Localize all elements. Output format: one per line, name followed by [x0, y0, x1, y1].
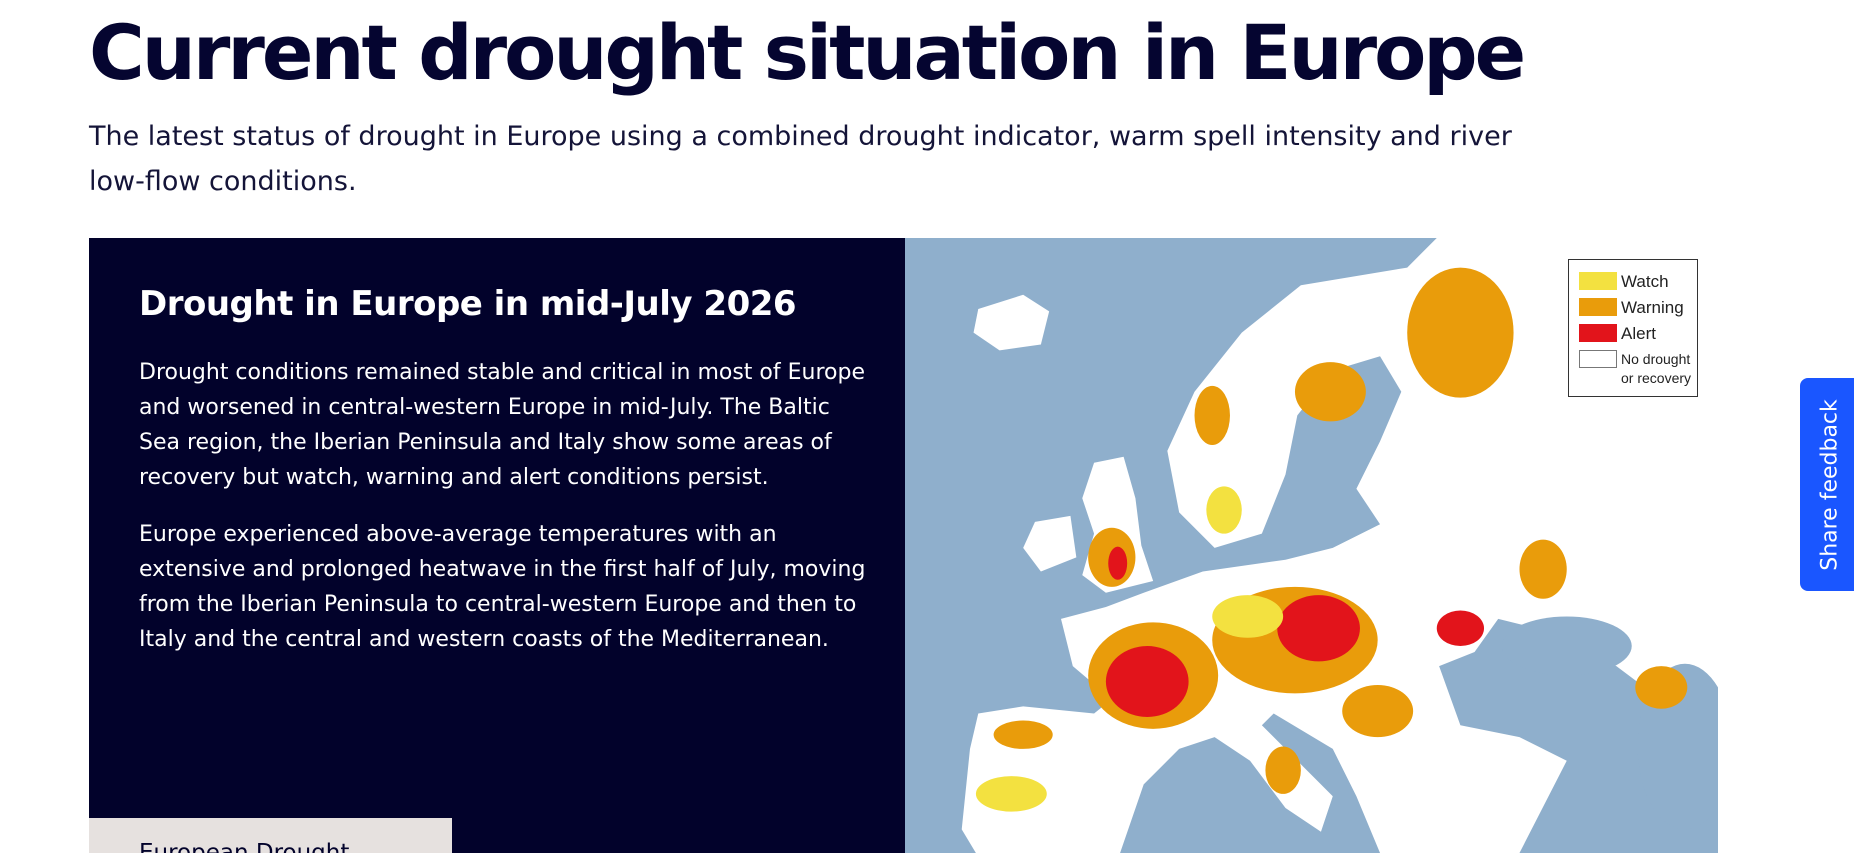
legend-label: Alert: [1621, 324, 1656, 343]
legend-label: Watch: [1621, 272, 1669, 291]
link-button[interactable]: European Drought: [89, 818, 452, 853]
legend-item: Warning: [1579, 298, 1697, 318]
legend-item: Watch: [1579, 272, 1697, 292]
map-legend: Watch Warning Alert No drought or recovery: [1568, 259, 1698, 397]
legend-label: Warning: [1621, 298, 1684, 317]
panel-heading: Drought in Europe in mid-July 2026: [139, 284, 797, 324]
paragraph: Europe experienced above-average tempera…: [139, 522, 866, 652]
paragraph: Drought conditions remained stable and c…: [139, 360, 865, 490]
legend-item: Alert: [1579, 324, 1697, 344]
black-sea: [1501, 616, 1632, 676]
legend-label: No drought or recovery: [1621, 351, 1692, 386]
legend-swatch: [1579, 272, 1617, 290]
legend-item: No drought or recovery: [1579, 350, 1697, 388]
page-subtitle: The latest status of drought in Europe u…: [89, 121, 1512, 197]
legend-swatch: [1579, 350, 1617, 368]
ireland: [1023, 515, 1077, 572]
legend-swatch: [1579, 298, 1617, 316]
legend-swatch: [1579, 324, 1617, 342]
iceland: [973, 294, 1050, 351]
drought-areas: [975, 267, 1688, 812]
drought-map: Watch Warning Alert No drought or recovery: [905, 238, 1718, 853]
page-title: Current drought situation in Europe: [89, 8, 1526, 97]
feedback-label: Share feedback: [1817, 398, 1843, 571]
feedback-tab[interactable]: Share feedback: [1800, 378, 1854, 591]
info-panel: Drought in Europe in mid-July 2026 Droug…: [89, 238, 905, 853]
